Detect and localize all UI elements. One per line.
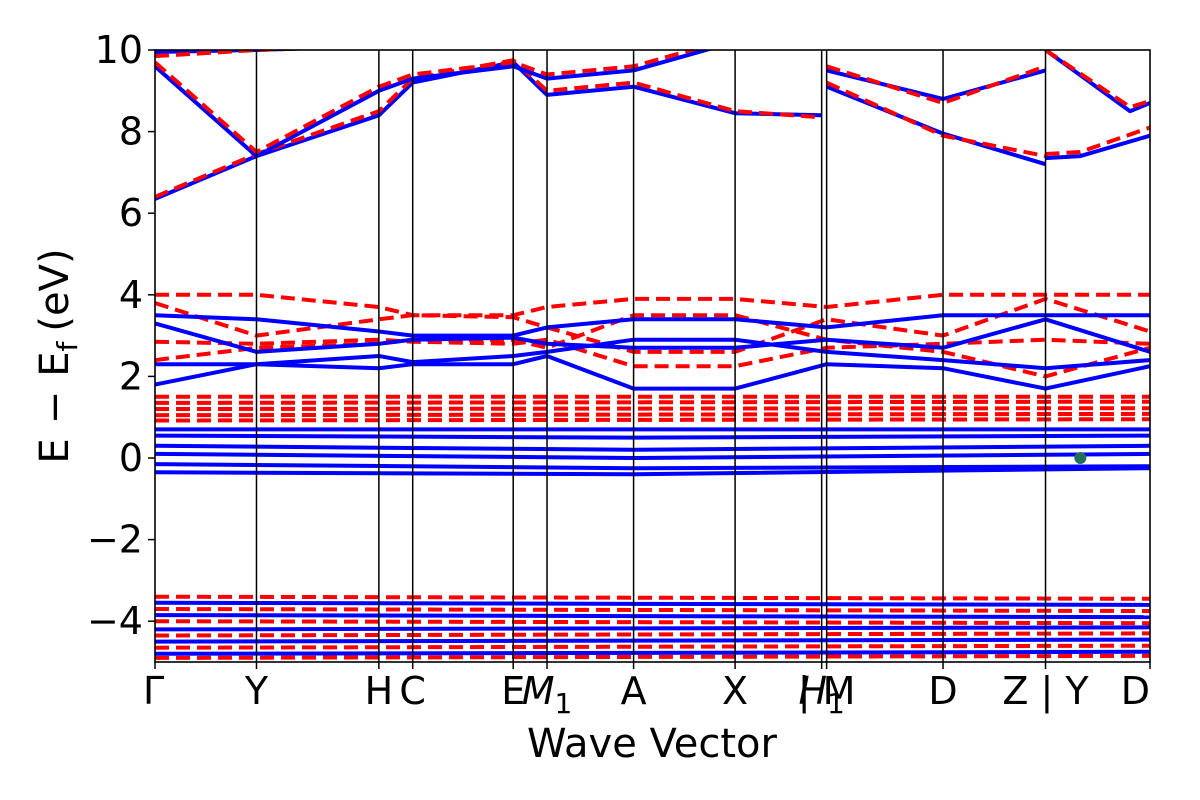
solid-band-0 bbox=[155, 60, 822, 201]
solid-band-25 bbox=[155, 337, 1150, 371]
y-axis-label-subscript: f bbox=[51, 340, 84, 351]
solid-band-4 bbox=[155, 50, 317, 54]
dashed-band-36 bbox=[155, 631, 1150, 638]
dashed-band-9 bbox=[825, 80, 1046, 159]
dashed-band-11 bbox=[1045, 125, 1150, 156]
y-tick-label: 8 bbox=[119, 110, 143, 154]
y-tick-label: 10 bbox=[95, 28, 143, 72]
dashed-band-22 bbox=[155, 417, 1150, 423]
y-axis-label: E − Ef (eV) bbox=[32, 248, 84, 463]
solid-band-30 bbox=[155, 451, 1150, 460]
solid-band-26 bbox=[155, 354, 1150, 391]
x-tick-label-8: H1 bbox=[798, 669, 844, 720]
x-tick-label-5: M1 bbox=[522, 669, 573, 720]
y-tick-label: 6 bbox=[119, 191, 143, 235]
dashed-band-13 bbox=[1044, 50, 1150, 110]
dashed-band-14 bbox=[155, 292, 1150, 318]
dashed-band-5 bbox=[155, 50, 317, 59]
x-tick-label-11: Z | Y bbox=[1002, 669, 1089, 714]
dashed-band-34 bbox=[155, 607, 1150, 613]
y-tick-label: 2 bbox=[119, 354, 143, 398]
y-axis-label-e: E bbox=[32, 351, 78, 376]
solid-band-39 bbox=[155, 600, 1150, 607]
dashed-band-3 bbox=[155, 50, 700, 154]
solid-band-40 bbox=[155, 613, 1150, 620]
x-tick-label-10: D bbox=[928, 669, 957, 713]
x-tick-label-9: | M bbox=[798, 669, 856, 714]
x-tick-label-7: X bbox=[722, 669, 748, 713]
dashed-band-38 bbox=[155, 653, 1150, 660]
y-tick-label: −4 bbox=[87, 599, 143, 643]
dashed-band-15 bbox=[155, 296, 1150, 354]
y-tick-label: 0 bbox=[119, 436, 143, 480]
solid-band-28 bbox=[155, 433, 1150, 440]
dashed-band-19 bbox=[155, 399, 1150, 405]
x-tick-label-0: Γ bbox=[143, 669, 164, 713]
y-axis-label-minus: − bbox=[32, 391, 78, 425]
x-tick-label-3: C bbox=[399, 669, 426, 713]
dashed-band-1 bbox=[155, 58, 822, 199]
dashed-band-7 bbox=[825, 64, 1047, 105]
y-axis-label-e: E bbox=[32, 438, 78, 463]
solid-band-29 bbox=[155, 443, 1150, 452]
x-tick-label-1: Y bbox=[244, 669, 269, 713]
y-axis-label-unit: (eV) bbox=[32, 248, 78, 331]
y-tick-label: 4 bbox=[119, 273, 143, 317]
band-series-layer bbox=[155, 50, 1150, 660]
fermi-marker-point bbox=[1074, 452, 1087, 464]
x-tick-label-6: A bbox=[621, 669, 647, 713]
solid-band-12 bbox=[1044, 50, 1150, 114]
y-axis-ticks: −4 −2 0 2 4 6 8 10 bbox=[87, 28, 155, 643]
solid-band-23 bbox=[155, 313, 1150, 338]
solid-band-41 bbox=[155, 625, 1150, 632]
solid-band-42 bbox=[155, 637, 1150, 644]
x-tick-label-2: H bbox=[365, 669, 394, 713]
solid-band-10 bbox=[1045, 133, 1150, 161]
dashed-band-21 bbox=[155, 411, 1150, 418]
x-tick-label-subscript: 1 bbox=[555, 687, 573, 720]
x-axis-label: Wave Vector bbox=[527, 721, 778, 767]
x-tick-label-12: D bbox=[1121, 669, 1150, 713]
dashed-band-20 bbox=[155, 406, 1150, 411]
y-tick-label: −2 bbox=[87, 518, 143, 562]
x-tick-label-main: M bbox=[522, 669, 555, 713]
x-tick-label-4: E bbox=[501, 669, 525, 713]
solid-band-43 bbox=[155, 649, 1150, 656]
x-tick-label-main: H bbox=[798, 669, 827, 713]
dashed-band-35 bbox=[155, 619, 1150, 626]
plot-frame bbox=[154, 49, 1151, 663]
dashed-band-37 bbox=[155, 643, 1150, 650]
x-tick-label-subscript: 1 bbox=[827, 687, 845, 720]
solid-band-31 bbox=[155, 462, 1150, 471]
kpoint-separator-layer bbox=[255, 50, 1047, 662]
dashed-band-33 bbox=[155, 594, 1150, 601]
solid-band-2 bbox=[155, 50, 714, 159]
